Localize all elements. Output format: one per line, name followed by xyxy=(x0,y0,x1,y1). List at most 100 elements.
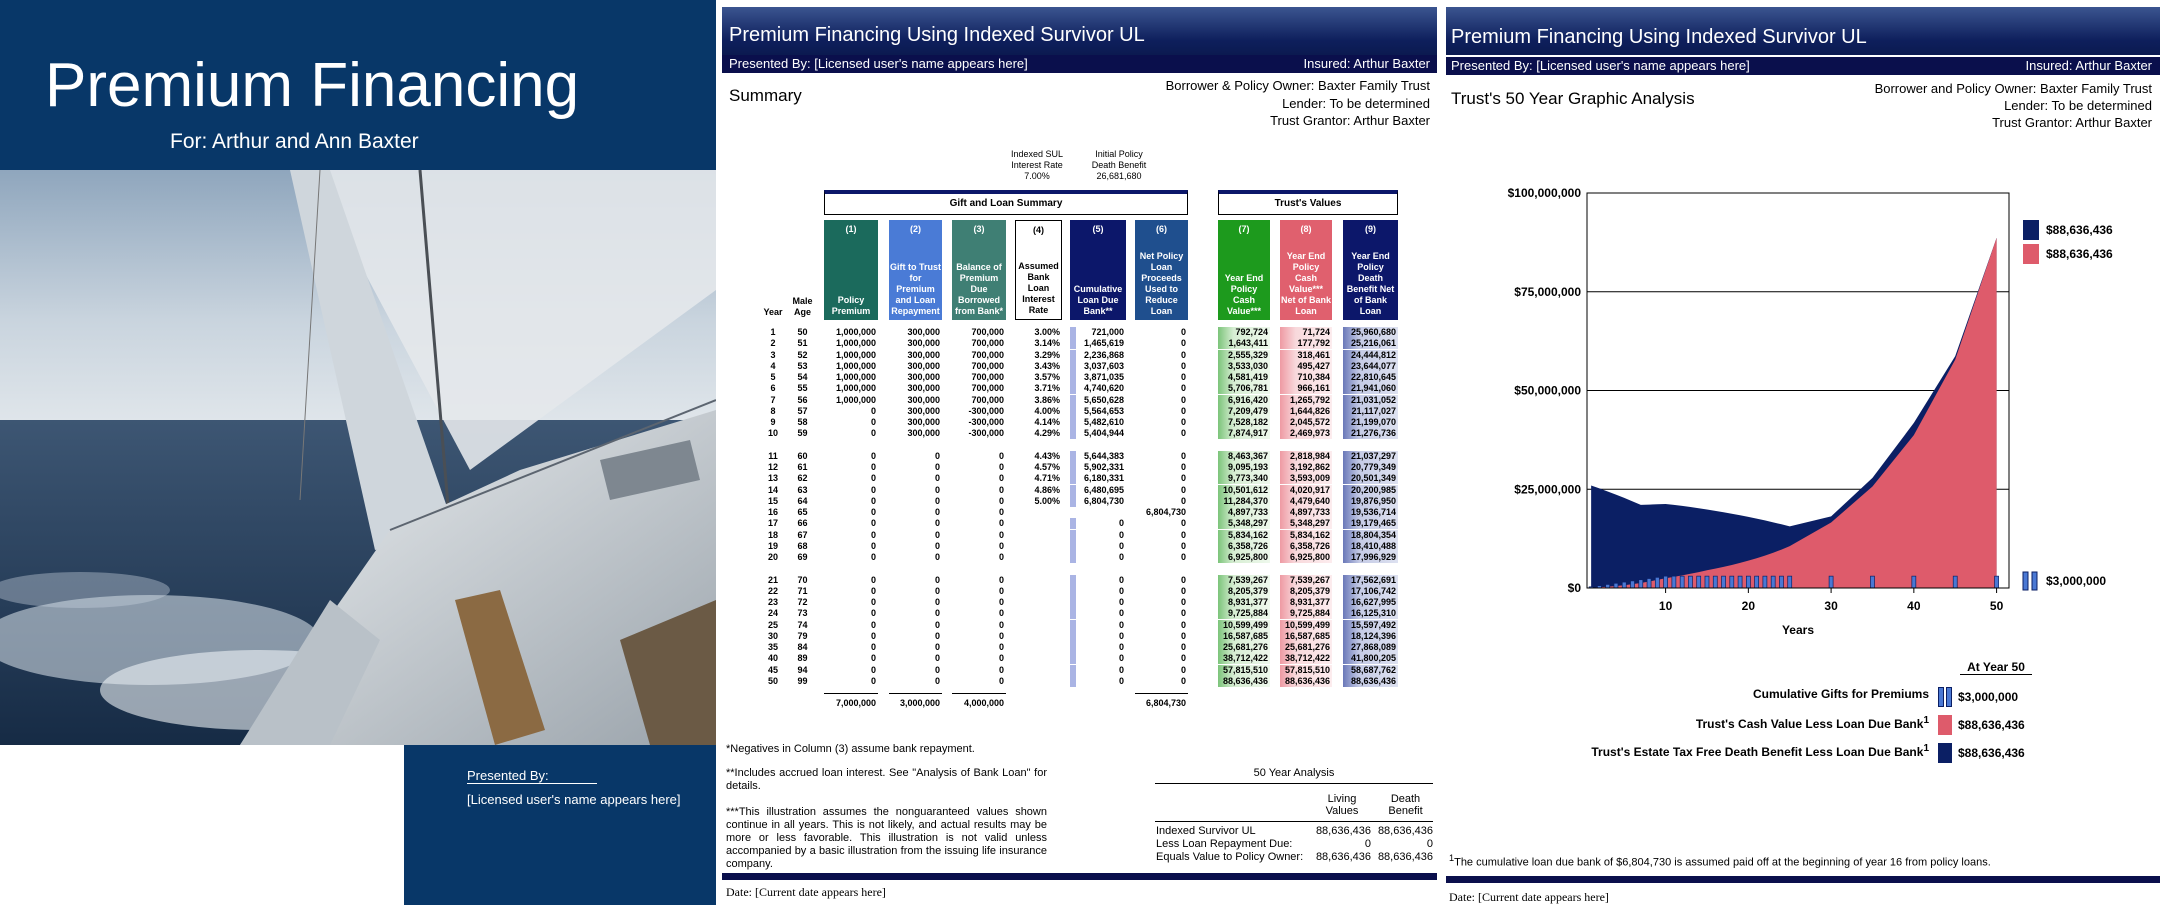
table-cell: 17 xyxy=(767,518,778,529)
table-cell: 0 xyxy=(1180,653,1186,664)
table-cell: 0 xyxy=(1180,552,1186,562)
table-cell: 3.71% xyxy=(1034,383,1060,394)
column-label: Cumulative Loan Due Bank** xyxy=(1073,284,1123,316)
header-bar xyxy=(722,55,1437,73)
table-cell: 3,192,862 xyxy=(1280,462,1332,473)
table-cell: 99 xyxy=(797,675,808,686)
table-cell: 0 xyxy=(934,675,940,686)
table-cell: 0 xyxy=(998,597,1004,607)
party: Trust Grantor: Arthur Baxter xyxy=(1270,113,1430,128)
table-cell: 53 xyxy=(797,360,808,371)
table-cell: 24 xyxy=(767,608,778,619)
table-cell: 1,000,000 xyxy=(835,360,876,371)
table-cell: 66 xyxy=(797,518,808,529)
table-cell: 0 xyxy=(1180,349,1186,360)
table-cell: 35 xyxy=(767,642,778,652)
table-cell: 79 xyxy=(797,630,808,641)
footnote: **Includes accrued loan interest. See "A… xyxy=(726,767,1047,792)
table-cell: 0 xyxy=(1180,383,1186,394)
table-cell: 67 xyxy=(797,529,808,540)
table-cell: 0 xyxy=(870,574,876,585)
legend-swatch xyxy=(2031,571,2038,591)
table-cell: 966,161 xyxy=(1280,383,1332,395)
table-cell: 3.29% xyxy=(1034,349,1060,360)
analysis-header: Death Benefit xyxy=(1388,793,1423,817)
table-cell: 0 xyxy=(934,630,940,641)
page-title: Premium Financing Using Indexed Survivor… xyxy=(1451,26,1867,48)
summary-label: Cumulative Gifts for Premiums xyxy=(1753,687,1929,701)
table-cell: 0 xyxy=(998,507,1004,517)
presenter: [Licensed user's name appears here] xyxy=(467,792,681,807)
table-cell: 64 xyxy=(797,495,808,506)
table-cell: 50 xyxy=(797,327,808,337)
table-cell: 9,725,884 xyxy=(1280,608,1332,620)
table-cell: 0 xyxy=(1070,585,1126,597)
table-cell: 0 xyxy=(1070,597,1126,608)
table-cell: 0 xyxy=(934,450,940,461)
column-header: (1) Policy Premium xyxy=(824,220,878,320)
table-cell: 0 xyxy=(998,574,1004,585)
table-cell: 61 xyxy=(797,462,808,472)
table-cell: 3.57% xyxy=(1034,372,1060,382)
analysis-value: 88,636,436 xyxy=(1315,851,1371,863)
column-label: Year End Policy Cash Value*** Net of Ban… xyxy=(1281,251,1332,316)
bar xyxy=(1994,575,1999,589)
table-cell: 1,000,000 xyxy=(835,372,876,382)
page-header xyxy=(722,7,1437,55)
presented-by: Presented By: [Licensed user's name appe… xyxy=(729,56,1028,71)
assumption-label: Indexed SUL Interest Rate xyxy=(1010,149,1064,170)
table-cell: 4,897,733 xyxy=(1280,507,1332,518)
cover-photo xyxy=(0,170,716,745)
table-cell: 0 xyxy=(1180,473,1186,484)
table-cell: 23 xyxy=(767,597,778,607)
table-cell: 300,000 xyxy=(907,327,940,337)
table-cell: 1,265,792 xyxy=(1280,394,1332,406)
presented-by: Presented By: [Licensed user's name appe… xyxy=(1451,58,1750,73)
section-heading: Trust's 50 Year Graphic Analysis xyxy=(1451,89,1695,108)
table-cell: 0 xyxy=(1180,417,1186,427)
table-cell: 0 xyxy=(998,540,1004,551)
column-header: Male Age xyxy=(792,296,813,317)
table-cell: 5,404,944 xyxy=(1070,428,1126,440)
table-cell: -300,000 xyxy=(968,417,1004,427)
table-cell: 0 xyxy=(934,597,940,607)
column-label: Assumed Bank Loan Interest Rate xyxy=(1018,261,1059,315)
table-cell: 0 xyxy=(1070,675,1126,687)
table-cell: 5,650,628 xyxy=(1070,394,1126,406)
table-cell: 0 xyxy=(870,653,876,664)
table-cell: 0 xyxy=(1180,484,1186,495)
table-cell: 1,465,619 xyxy=(1070,338,1126,350)
bar xyxy=(1638,579,1644,589)
column-number: (9) xyxy=(1365,224,1376,234)
table-cell: 0 xyxy=(998,495,1004,506)
table-cell: 0 xyxy=(998,664,1004,675)
table-cell: 52 xyxy=(797,349,808,360)
table-cell: 0 xyxy=(998,529,1004,540)
bar xyxy=(1770,575,1776,589)
table-cell: 73 xyxy=(797,608,808,619)
table-cell: 0 xyxy=(870,664,876,675)
bar xyxy=(1696,575,1702,589)
table-cell: 2,818,984 xyxy=(1280,450,1332,462)
bar xyxy=(1679,575,1685,589)
table-cell: 0 xyxy=(934,574,940,585)
cover-title: Premium Financing xyxy=(45,51,580,120)
party: Trust Grantor: Arthur Baxter xyxy=(1992,115,2152,130)
analysis-header: Living Values xyxy=(1325,793,1359,817)
footnote: 1The cumulative loan due bank of $6,804,… xyxy=(1449,853,1991,869)
table-cell: 22,810,645 xyxy=(1343,372,1398,383)
table-cell: 15 xyxy=(767,495,778,506)
table-cell: -300,000 xyxy=(968,405,1004,416)
table-cell: 0 xyxy=(998,484,1004,495)
table-cell: 495,427 xyxy=(1280,360,1332,372)
table-cell: 6,804,730 xyxy=(1070,495,1126,507)
party: Borrower and Policy Owner: Baxter Family… xyxy=(1874,81,2152,96)
table-cell: 0 xyxy=(1070,540,1126,552)
table-cell: 84 xyxy=(797,642,808,652)
table-cell: 57,815,510 xyxy=(1218,664,1270,676)
table-cell: 6,925,800 xyxy=(1280,552,1332,563)
table-cell: 0 xyxy=(1180,450,1186,461)
bar xyxy=(1605,584,1611,589)
table-cell: 3,871,035 xyxy=(1070,372,1126,383)
column-label: Net Policy Loan Proceeds Used to Reduce … xyxy=(1139,251,1184,316)
